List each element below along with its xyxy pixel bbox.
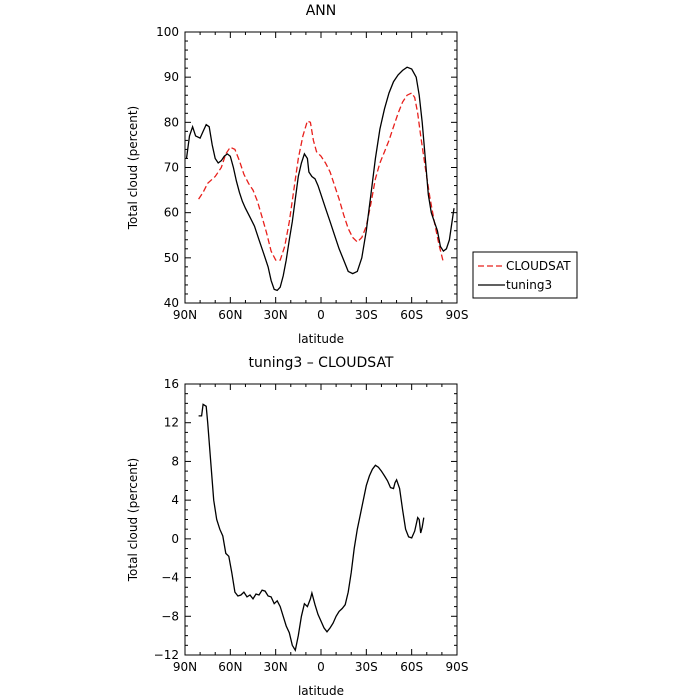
- x-tick-label: 30N: [264, 308, 288, 322]
- series-line-difference: [198, 403, 425, 652]
- y-tick-label: 70: [164, 161, 179, 175]
- y-axis-label: Total cloud (percent): [126, 458, 140, 582]
- x-tick-label: 60N: [218, 308, 242, 322]
- x-tick-label: 30N: [264, 660, 288, 674]
- x-tick-label: 90S: [446, 660, 469, 674]
- y-tick-label: 40: [164, 296, 179, 310]
- legend: CLOUDSAT tuning3: [472, 251, 578, 299]
- series-line-cloudsat: [198, 92, 445, 263]
- y-tick-label: 90: [164, 70, 179, 84]
- x-axis-label: latitude: [298, 332, 344, 346]
- x-tick-label: 60N: [218, 660, 242, 674]
- x-tick-label: 90N: [173, 660, 197, 674]
- y-tick-label: 60: [164, 206, 179, 220]
- x-tick-label: 60S: [400, 660, 423, 674]
- x-tick-label: 0: [317, 308, 325, 322]
- y-tick-label: 4: [171, 493, 179, 507]
- x-tick-label: 90S: [446, 308, 469, 322]
- y-tick-label: −8: [161, 609, 179, 623]
- y-tick-label: 80: [164, 115, 179, 129]
- y-axis-label: Total cloud (percent): [126, 106, 140, 230]
- plot-frame: [184, 383, 458, 656]
- x-axis-label: latitude: [298, 684, 344, 698]
- legend-label: tuning3: [506, 278, 552, 292]
- y-tick-label: 100: [156, 25, 179, 39]
- x-tick-label: 0: [317, 660, 325, 674]
- chart-panel-2: 90N 60N 30N 0 30S 60S 90S −12 −8 −4 0 4 8 12 16 tuning3…: [126, 355, 468, 698]
- x-tick-label: 90N: [173, 308, 197, 322]
- x-tick-label: 30S: [355, 308, 378, 322]
- y-tick-label: 50: [164, 251, 179, 265]
- y-tick-label: −12: [154, 648, 179, 662]
- chart-title: ANN: [306, 3, 337, 19]
- chart-panel-1: 90N 60N 30N 0 30S 60S 90S 40 50 60 70 80 90 100 ANN lat…: [126, 3, 578, 346]
- y-tick-label: −4: [161, 571, 179, 585]
- y-tick-label: 12: [164, 416, 179, 430]
- plot-frame: [184, 31, 458, 304]
- y-tick-label: 8: [171, 454, 179, 468]
- x-tick-label: 30S: [355, 660, 378, 674]
- y-tick-label: 0: [171, 532, 179, 546]
- legend-box: [472, 251, 578, 299]
- chart-title: tuning3 – CLOUDSAT: [248, 355, 393, 371]
- x-tick-label: 60S: [400, 308, 423, 322]
- y-tick-label: 16: [164, 377, 179, 391]
- legend-label: CLOUDSAT: [506, 259, 571, 273]
- series-line-tuning3: [185, 66, 455, 292]
